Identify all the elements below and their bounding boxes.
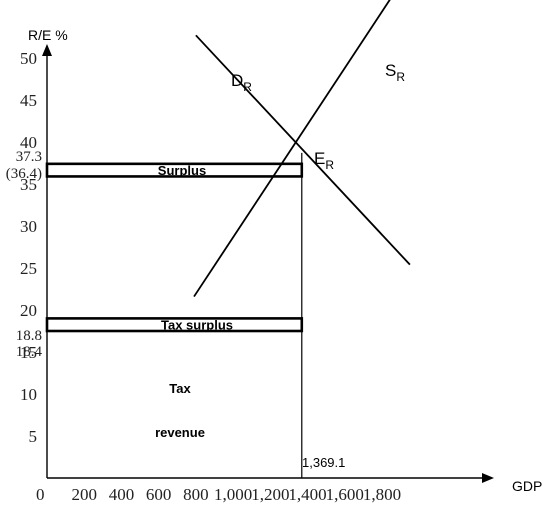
x-tick-label: 1,000 — [214, 485, 252, 504]
y-marker-label: 18.8 — [16, 328, 42, 344]
y-tick-label: 40 — [20, 133, 37, 152]
x-tick-label: 1,200 — [251, 485, 289, 504]
y-tick-label: 25 — [20, 259, 37, 278]
y-tick-label: 30 — [20, 217, 37, 236]
equilibrium-label: ER — [314, 149, 334, 172]
x-axis-title: GDP — [512, 478, 542, 494]
x-tick-label: 1,800 — [363, 485, 401, 504]
x-axis-arrow — [482, 473, 494, 483]
axes: R/E % GDP 5 10 15 20 25 30 35 40 45 50 0 200 400 600 800… — [20, 27, 542, 504]
x-tick-label: 400 — [109, 485, 135, 504]
series — [193, 0, 411, 478]
tax-revenue-label-line2: revenue — [155, 425, 205, 440]
demand-label-sub: R — [243, 80, 252, 94]
y-tick-label: 50 — [20, 49, 37, 68]
equilibrium-label-sub: R — [325, 158, 334, 172]
y-marker-label: (36.4) — [6, 166, 42, 182]
y-tick-label: 10 — [20, 385, 37, 404]
labels: DRSRER1,369.137.3(36.4)18.818.4Taxrevenu… — [6, 61, 406, 470]
supply-label-sub: R — [396, 70, 405, 84]
x-tick-label: 600 — [146, 485, 172, 504]
y-axis-title: R/E % — [28, 27, 68, 43]
y-tick-label: 45 — [20, 91, 37, 110]
y-marker-label: 37.3 — [16, 149, 42, 165]
y-tick-label: 15 — [20, 343, 37, 362]
equilibrium-label-main: E — [314, 149, 325, 168]
y-axis-arrow — [42, 44, 52, 56]
supply-label-main: S — [385, 61, 396, 80]
supply-curve — [193, 0, 391, 298]
x-tick-label: 200 — [71, 485, 97, 504]
y-tick-label: 35 — [20, 175, 37, 194]
demand-label-main: D — [231, 71, 243, 90]
demand-label: DR — [231, 71, 252, 94]
x-tick-label: 0 — [36, 485, 45, 504]
x-tick-label: 800 — [183, 485, 209, 504]
supply-label: SR — [385, 61, 405, 84]
x-tick-label: 1,600 — [326, 485, 364, 504]
tax-revenue-label-line1: Tax — [169, 381, 191, 396]
surplus-label: Surplus — [158, 163, 206, 178]
x-tick-label: 1,400 — [288, 485, 326, 504]
tax-surplus-label: Tax surplus — [161, 318, 233, 333]
boxes: Surplus Tax surplus — [45, 162, 304, 333]
y-marker-label: 18.4 — [16, 344, 43, 360]
y-tick-label: 5 — [29, 427, 38, 446]
y-tick-label: 20 — [20, 301, 37, 320]
demand-curve — [195, 34, 411, 266]
equilibrium-x-label: 1,369.1 — [302, 455, 345, 470]
